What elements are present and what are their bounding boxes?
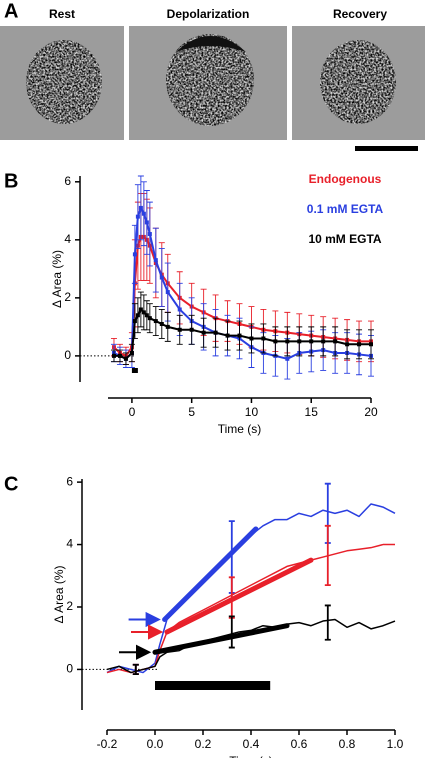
data-point bbox=[159, 275, 164, 280]
data-point bbox=[369, 342, 373, 347]
x-tick-label: 20 bbox=[364, 405, 378, 419]
x-axis-label: Time (s) bbox=[218, 422, 262, 436]
error-bar-line bbox=[324, 604, 331, 641]
data-point bbox=[201, 330, 206, 335]
data-point bbox=[285, 356, 290, 361]
data-point bbox=[177, 307, 182, 312]
x-tick-label: 0.0 bbox=[147, 737, 164, 751]
x-tick-label: 0.2 bbox=[195, 737, 212, 751]
data-point bbox=[249, 336, 254, 341]
data-point bbox=[189, 327, 194, 332]
data-point bbox=[285, 339, 290, 344]
x-tick-label: 0.6 bbox=[291, 737, 308, 751]
data-point bbox=[111, 353, 116, 358]
y-tick-label: 4 bbox=[66, 537, 73, 551]
data-point bbox=[147, 232, 152, 237]
fit-line bbox=[152, 623, 290, 655]
data-line bbox=[106, 543, 395, 674]
data-point bbox=[141, 211, 146, 216]
y-tick-label: 6 bbox=[66, 474, 73, 488]
scale-bar bbox=[355, 146, 418, 151]
x-tick-label: 0 bbox=[129, 405, 136, 419]
error-bar bbox=[324, 604, 331, 641]
data-point bbox=[153, 319, 158, 324]
data-point bbox=[153, 258, 158, 263]
y-tick-label: 2 bbox=[66, 599, 73, 613]
data-point bbox=[177, 327, 182, 332]
image-recovery bbox=[292, 26, 425, 140]
y-axis-label: Δ Area (%) bbox=[50, 250, 64, 308]
x-tick-label: 15 bbox=[305, 405, 319, 419]
y-tick-label: 0 bbox=[66, 662, 73, 676]
x-tick-label: 10 bbox=[245, 405, 259, 419]
data-point bbox=[165, 290, 170, 295]
image-title: Recovery bbox=[333, 7, 387, 21]
data-point bbox=[135, 214, 140, 219]
image-depolarization bbox=[129, 26, 287, 140]
image-rest bbox=[0, 26, 124, 140]
data-point bbox=[321, 339, 326, 344]
x-tick-label: -0.2 bbox=[97, 737, 118, 751]
data-point bbox=[357, 342, 362, 347]
y-tick-label: 2 bbox=[64, 290, 71, 304]
panel-label: C bbox=[4, 473, 18, 495]
data-point bbox=[237, 333, 242, 338]
stimulus-bar bbox=[131, 368, 138, 373]
onset-arrow bbox=[128, 611, 161, 628]
data-point bbox=[123, 356, 128, 361]
data-point bbox=[159, 321, 164, 326]
data-point bbox=[261, 336, 266, 341]
panel-label: A bbox=[4, 0, 18, 22]
y-axis-label: Δ Area (%) bbox=[52, 565, 66, 623]
data-point bbox=[129, 350, 134, 355]
panel-label: B bbox=[4, 170, 18, 192]
error-bar-line bbox=[228, 615, 235, 649]
data-point bbox=[309, 339, 314, 344]
error-bar-line bbox=[132, 663, 139, 676]
onset-arrow bbox=[131, 624, 164, 640]
data-point bbox=[138, 205, 143, 210]
x-tick-label: 5 bbox=[188, 405, 195, 419]
data-point bbox=[141, 310, 146, 315]
x-tick-label: 1.0 bbox=[387, 737, 404, 751]
y-tick-label: 4 bbox=[64, 232, 71, 246]
data-line bbox=[106, 618, 396, 674]
data-point bbox=[138, 307, 143, 312]
fit-line bbox=[164, 557, 314, 635]
x-axis-label: Time (s) bbox=[229, 754, 273, 758]
data-point bbox=[144, 313, 149, 318]
x-tick-label: 0.4 bbox=[243, 737, 260, 751]
data-point bbox=[297, 339, 302, 344]
onset-arrow bbox=[119, 644, 152, 660]
error-bar bbox=[132, 663, 139, 676]
data-point bbox=[225, 333, 230, 338]
data-line bbox=[113, 235, 371, 357]
data-point bbox=[135, 313, 140, 318]
data-point bbox=[345, 342, 350, 347]
y-tick-label: 6 bbox=[64, 174, 71, 188]
data-point bbox=[273, 339, 278, 344]
y-tick-label: 0 bbox=[64, 348, 71, 362]
legend-entry: 10 mM EGTA bbox=[308, 232, 381, 246]
legend-entry: Endogenous bbox=[309, 172, 382, 186]
data-point bbox=[117, 353, 122, 358]
legend-entry: 0.1 mM EGTA bbox=[307, 202, 384, 216]
error-bar bbox=[228, 615, 235, 649]
data-point bbox=[132, 252, 137, 257]
data-point bbox=[132, 319, 137, 324]
image-title: Rest bbox=[49, 7, 75, 21]
data-point bbox=[333, 339, 338, 344]
data-point bbox=[213, 330, 218, 335]
x-tick-label: 0.8 bbox=[339, 737, 356, 751]
stimulus-bar bbox=[155, 681, 271, 690]
data-point bbox=[147, 316, 152, 321]
data-point bbox=[144, 220, 149, 225]
image-title: Depolarization bbox=[167, 7, 250, 21]
fit-line bbox=[162, 526, 259, 622]
data-point bbox=[165, 324, 170, 329]
